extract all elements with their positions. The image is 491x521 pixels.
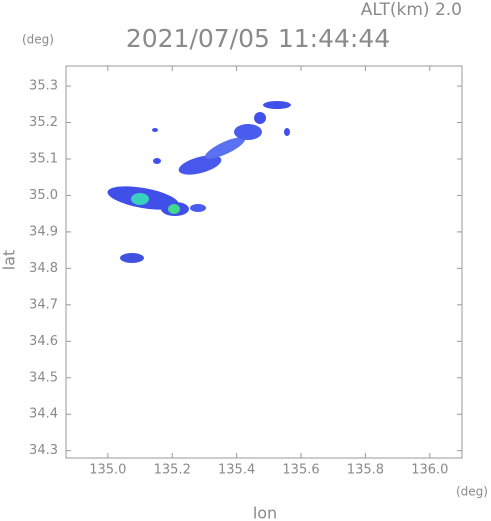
x-tick-label: 136.0 (411, 463, 448, 478)
y-tick-label: 35.2 (29, 115, 58, 130)
y-tick-label: 34.5 (29, 370, 58, 385)
y-unit: (deg) (22, 33, 54, 47)
y-tick-label: 34.3 (29, 443, 58, 458)
y-tick-label: 35.3 (29, 79, 58, 94)
echo (254, 112, 266, 124)
altitude-label: ALT(km) 2.0 (361, 0, 462, 20)
y-tick-label: 35.1 (29, 151, 58, 166)
echo-core (168, 204, 180, 214)
radar-echoes (107, 101, 291, 263)
echo-core (131, 193, 149, 205)
x-axis-label: lon (253, 504, 277, 521)
x-unit: (deg) (456, 485, 488, 499)
x-tick-label: 135.6 (282, 463, 319, 478)
x-tick-label: 135.4 (218, 463, 255, 478)
y-tick-label: 34.8 (29, 261, 58, 276)
echo (284, 128, 290, 136)
echo (153, 158, 161, 164)
chart-title: 2021/07/05 11:44:44 (126, 24, 390, 53)
echo (120, 253, 144, 263)
echo (234, 124, 262, 140)
echo (152, 128, 158, 132)
y-tick-label: 34.4 (29, 407, 58, 422)
y-axis-label: lat (0, 250, 19, 271)
plot-frame (65, 65, 463, 459)
echo (263, 101, 291, 109)
y-tick-label: 34.6 (29, 334, 58, 349)
x-tick-label: 135.8 (347, 463, 384, 478)
x-tick-label: 135.0 (89, 463, 126, 478)
y-tick-label: 34.9 (29, 224, 58, 239)
echo (204, 137, 246, 159)
y-tick-label: 35.0 (29, 188, 58, 203)
echo (190, 204, 206, 212)
x-tick-label: 135.2 (154, 463, 191, 478)
echo (178, 155, 222, 175)
y-tick-label: 34.7 (29, 297, 58, 312)
